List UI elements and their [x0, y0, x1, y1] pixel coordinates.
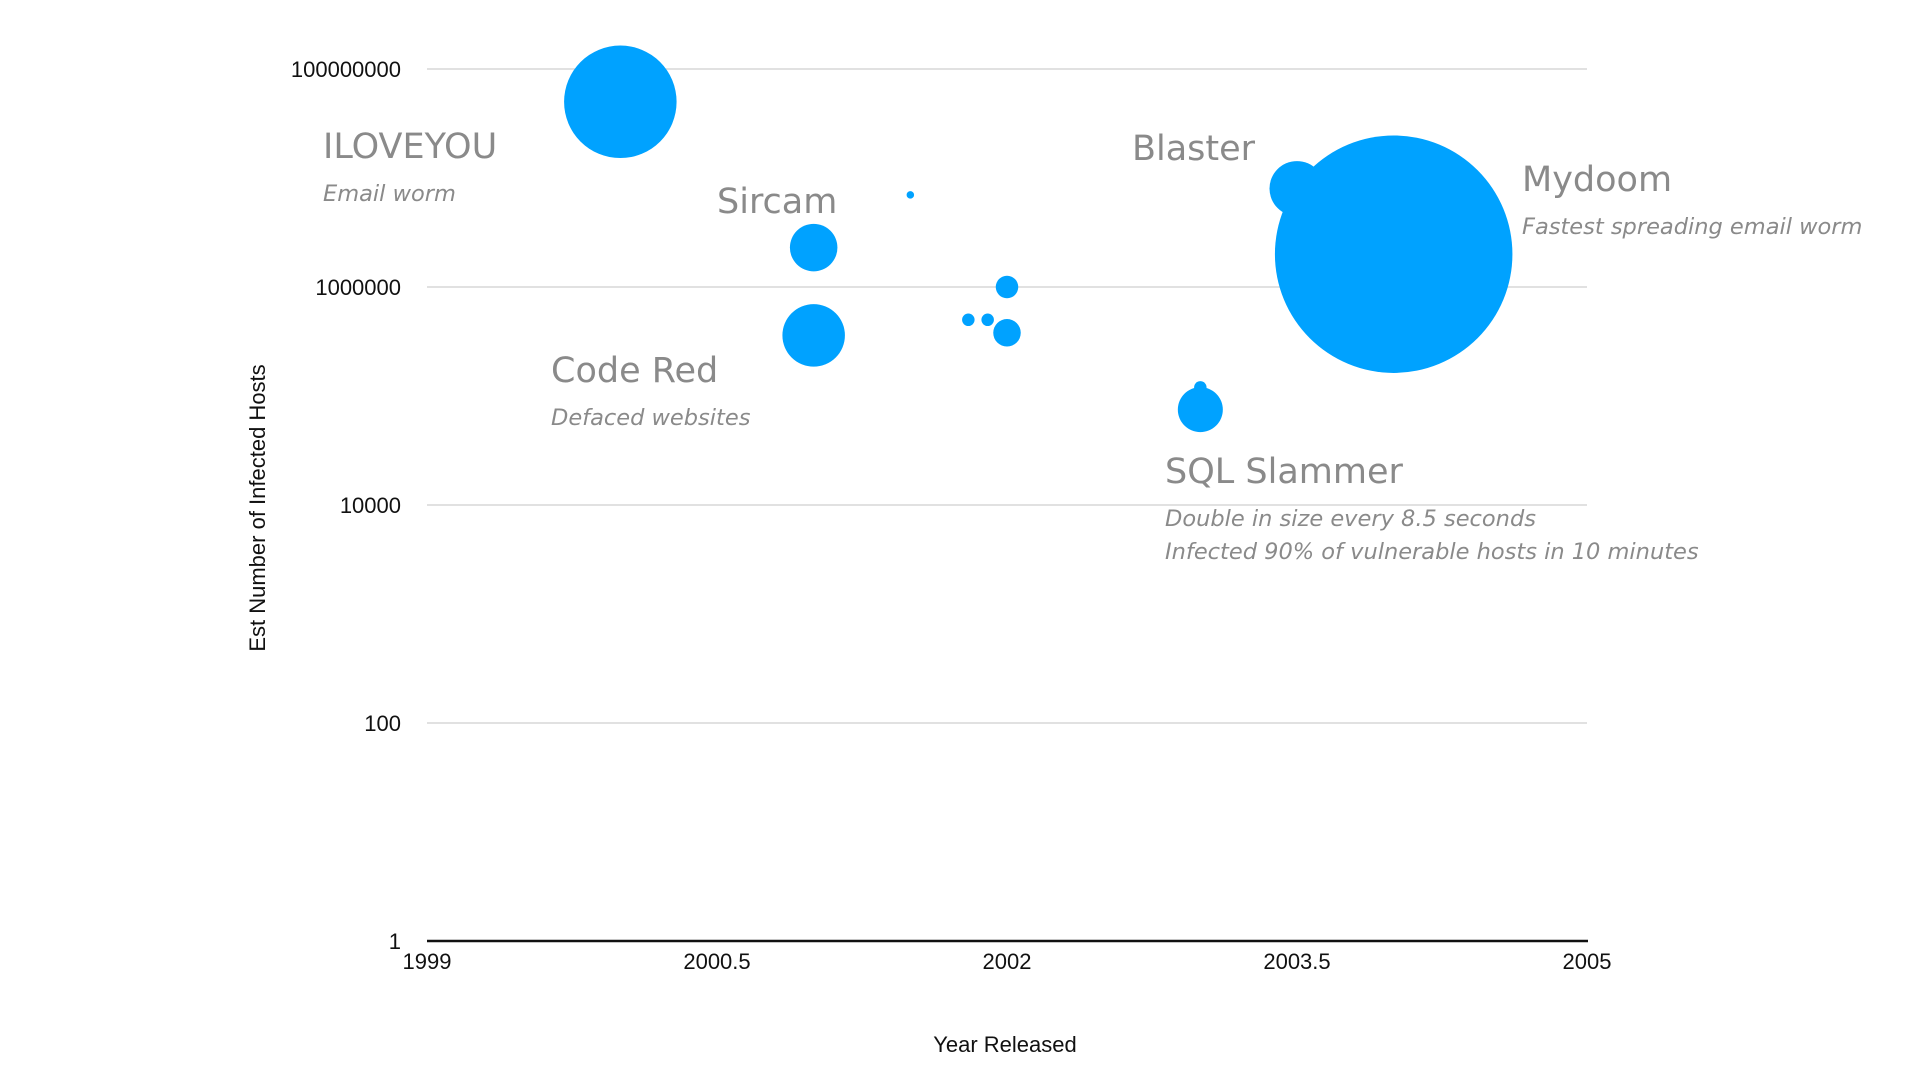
x-tick-label: 2005 [1563, 949, 1612, 974]
bubble [995, 275, 1019, 299]
annotation-mydoom-title: Mydoom [1522, 160, 1672, 200]
bubble [1274, 135, 1513, 373]
x-tick-label: 2002 [983, 949, 1032, 974]
bubble [1177, 387, 1223, 433]
bubble [993, 319, 1021, 347]
annotation-sql-slammer-title: SQL Slammer [1165, 452, 1404, 492]
annotation-sircam-title: Sircam [717, 182, 837, 222]
annotation-sql-slammer-desc: Infected 90% of vulnerable hosts in 10 m… [1165, 539, 1699, 565]
annotation-iloveyou-desc: Email worm [323, 181, 456, 207]
x-axis-title: Year Released [933, 1032, 1077, 1057]
x-tick-label: 1999 [403, 949, 452, 974]
annotation-blaster-title: Blaster [1132, 129, 1256, 169]
bubbles [564, 45, 1513, 433]
bubble [789, 223, 838, 272]
y-tick-label: 100000000 [291, 57, 401, 82]
bubble [782, 304, 845, 367]
bubble [906, 191, 915, 199]
y-tick-label: 1000000 [315, 275, 401, 300]
x-axis: 1999 2000.5 2002 2003.5 2005 [403, 939, 1612, 974]
bubble [962, 313, 975, 327]
annotation-code-red-desc: Defaced websites [551, 405, 751, 431]
annotations: ILOVEYOU Email worm Sircam Code Red Defaced … [323, 127, 1862, 565]
x-tick-label: 2000.5 [683, 949, 750, 974]
y-tick-label: 10000 [340, 493, 401, 518]
bubble [564, 45, 677, 159]
annotation-code-red-title: Code Red [551, 351, 718, 391]
annotation-iloveyou-title: ILOVEYOU [323, 127, 497, 167]
annotation-mydoom-desc: Fastest spreading email worm [1522, 214, 1862, 240]
y-axis-title: Est Number of Infected Hosts [245, 364, 270, 651]
bubble [981, 313, 994, 327]
y-tick-label: 100 [364, 711, 401, 736]
x-tick-label: 2003.5 [1263, 949, 1330, 974]
y-tick-label: 1 [389, 929, 401, 954]
y-axis: 1 100 10000 1000000 100000000 [291, 57, 401, 954]
annotation-sql-slammer-desc: Double in size every 8.5 seconds [1165, 506, 1536, 532]
